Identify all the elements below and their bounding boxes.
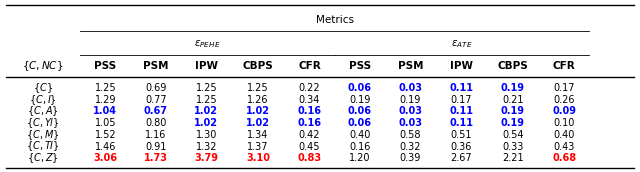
Text: 0.36: 0.36 (451, 142, 472, 152)
Text: $\epsilon_{ATE}$: $\epsilon_{ATE}$ (451, 38, 473, 50)
Text: 0.06: 0.06 (348, 118, 372, 128)
Text: 0.39: 0.39 (400, 153, 421, 163)
Text: 3.06: 3.06 (93, 153, 117, 163)
Text: 0.68: 0.68 (552, 153, 576, 163)
Text: $\{C, Yl\}$: $\{C, Yl\}$ (26, 116, 60, 130)
Text: 0.32: 0.32 (400, 142, 421, 152)
Text: 1.25: 1.25 (247, 83, 269, 93)
Text: 1.29: 1.29 (95, 95, 116, 105)
Text: 0.45: 0.45 (299, 142, 320, 152)
Text: 0.11: 0.11 (449, 118, 473, 128)
Text: 0.54: 0.54 (502, 130, 524, 140)
Text: $\{C, Z\}$: $\{C, Z\}$ (28, 151, 59, 165)
Text: 0.34: 0.34 (299, 95, 320, 105)
Text: 1.46: 1.46 (95, 142, 116, 152)
Text: IPW: IPW (195, 61, 218, 71)
Text: PSS: PSS (349, 61, 371, 71)
Text: 0.19: 0.19 (349, 95, 371, 105)
Text: 1.16: 1.16 (145, 130, 166, 140)
Text: $\{C, TI\}$: $\{C, TI\}$ (26, 140, 60, 153)
Text: 1.34: 1.34 (247, 130, 269, 140)
Text: 1.32: 1.32 (196, 142, 217, 152)
Text: 3.79: 3.79 (195, 153, 218, 163)
Text: 1.02: 1.02 (246, 106, 270, 116)
Text: 0.03: 0.03 (399, 106, 422, 116)
Text: 1.25: 1.25 (196, 83, 217, 93)
Text: 0.69: 0.69 (145, 83, 166, 93)
Text: 0.42: 0.42 (299, 130, 320, 140)
Text: 1.02: 1.02 (246, 118, 270, 128)
Text: 0.03: 0.03 (399, 83, 422, 93)
Text: 0.83: 0.83 (298, 153, 321, 163)
Text: $\{C, M\}$: $\{C, M\}$ (26, 128, 60, 142)
Text: 1.25: 1.25 (95, 83, 116, 93)
Text: 2.21: 2.21 (502, 153, 524, 163)
Text: Metrics: Metrics (316, 15, 354, 25)
Text: 0.67: 0.67 (144, 106, 168, 116)
Text: $\{C\}$: $\{C\}$ (33, 81, 53, 95)
Text: 0.40: 0.40 (554, 130, 575, 140)
Text: $\{C, I\}$: $\{C, I\}$ (29, 93, 57, 107)
Text: 1.02: 1.02 (195, 118, 218, 128)
Text: 1.26: 1.26 (247, 95, 269, 105)
Text: 0.16: 0.16 (298, 106, 321, 116)
Text: 1.25: 1.25 (196, 95, 217, 105)
Text: 2.67: 2.67 (451, 153, 472, 163)
Text: 0.43: 0.43 (554, 142, 575, 152)
Text: 0.17: 0.17 (451, 95, 472, 105)
Text: 0.77: 0.77 (145, 95, 166, 105)
Text: 0.40: 0.40 (349, 130, 371, 140)
Text: 0.26: 0.26 (554, 95, 575, 105)
Text: 1.20: 1.20 (349, 153, 371, 163)
Text: 0.10: 0.10 (554, 118, 575, 128)
Text: PSM: PSM (398, 61, 423, 71)
Text: 1.73: 1.73 (144, 153, 168, 163)
Text: $\epsilon_{PEHE}$: $\epsilon_{PEHE}$ (194, 38, 221, 50)
Text: 3.10: 3.10 (246, 153, 270, 163)
Text: 0.19: 0.19 (400, 95, 421, 105)
Text: 0.17: 0.17 (554, 83, 575, 93)
Text: 1.52: 1.52 (95, 130, 116, 140)
Text: $\{C, NC\}$: $\{C, NC\}$ (22, 59, 64, 73)
Text: 0.16: 0.16 (349, 142, 371, 152)
Text: 0.19: 0.19 (500, 118, 525, 128)
Text: 0.11: 0.11 (449, 106, 473, 116)
Text: 1.04: 1.04 (93, 106, 117, 116)
Text: 0.91: 0.91 (145, 142, 166, 152)
Text: 0.11: 0.11 (449, 83, 473, 93)
Text: 0.58: 0.58 (400, 130, 421, 140)
Text: 0.09: 0.09 (552, 106, 576, 116)
Text: 0.19: 0.19 (500, 106, 525, 116)
Text: 0.80: 0.80 (145, 118, 166, 128)
Text: 0.16: 0.16 (298, 118, 321, 128)
Text: CFR: CFR (553, 61, 575, 71)
Text: 1.30: 1.30 (196, 130, 217, 140)
Text: 1.37: 1.37 (247, 142, 269, 152)
Text: 1.05: 1.05 (95, 118, 116, 128)
Text: CFR: CFR (298, 61, 321, 71)
Text: 0.06: 0.06 (348, 83, 372, 93)
Text: 0.21: 0.21 (502, 95, 524, 105)
Text: 0.33: 0.33 (502, 142, 524, 152)
Text: 0.19: 0.19 (500, 83, 525, 93)
Text: IPW: IPW (450, 61, 472, 71)
Text: 0.06: 0.06 (348, 106, 372, 116)
Text: 1.02: 1.02 (195, 106, 218, 116)
Text: PSS: PSS (94, 61, 116, 71)
Text: $\{C, A\}$: $\{C, A\}$ (28, 105, 59, 118)
Text: 0.22: 0.22 (299, 83, 320, 93)
Text: CBPS: CBPS (243, 61, 273, 71)
Text: PSM: PSM (143, 61, 168, 71)
Text: 0.03: 0.03 (399, 118, 422, 128)
Text: 0.51: 0.51 (451, 130, 472, 140)
Text: CBPS: CBPS (497, 61, 528, 71)
